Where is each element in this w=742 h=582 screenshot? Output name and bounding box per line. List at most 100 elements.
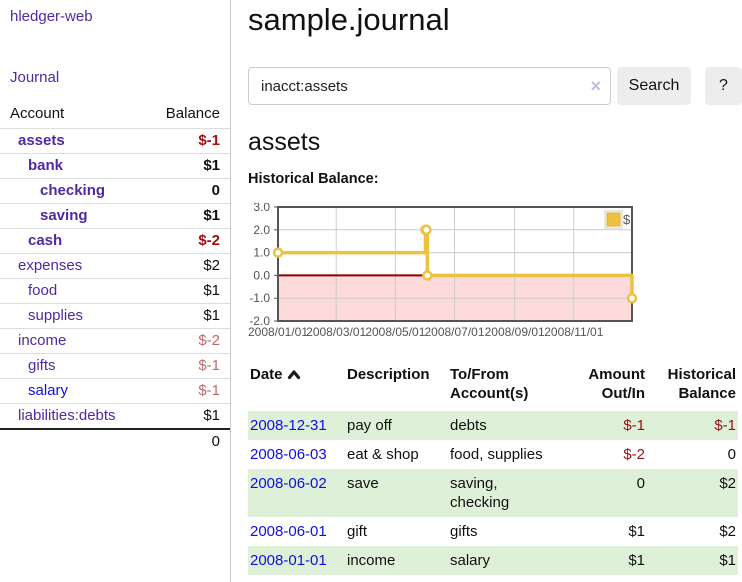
svg-text:2008/11/01: 2008/11/01 [544, 325, 603, 339]
svg-text:$: $ [623, 212, 631, 227]
svg-text:2.0: 2.0 [253, 223, 270, 237]
svg-text:2008/05/01: 2008/05/01 [365, 325, 425, 339]
transaction-row: 2008-12-31 pay off debts $-1 $-1 [248, 411, 738, 440]
main-content: sample.journal × Search ? assets Histori… [248, 0, 742, 575]
transaction-description: save [347, 475, 379, 492]
account-link[interactable]: supplies [28, 307, 84, 324]
transaction-balance: $2 [719, 475, 736, 492]
register-header-balance: Historical Balance [667, 366, 736, 402]
account-link[interactable]: income [18, 332, 67, 349]
account-link[interactable]: saving [40, 207, 88, 224]
transaction-accounts: food, supplies [450, 446, 543, 463]
help-button[interactable]: ? [705, 67, 742, 105]
account-row: food $1 [0, 278, 230, 304]
account-link[interactable]: salary [28, 382, 69, 399]
accounts-table-body: assets $-1 bank $1 checking 0 saving $1 cash $-2 e… [0, 128, 230, 429]
search-input[interactable] [248, 67, 611, 105]
account-row: checking 0 [0, 178, 230, 204]
account-balance: $1 [144, 203, 230, 229]
account-balance: $-1 [144, 378, 230, 404]
register-header-accounts: To/From Account(s) [450, 366, 529, 402]
account-link[interactable]: assets [18, 132, 65, 149]
transaction-description: income [347, 552, 396, 569]
clear-search-icon[interactable]: × [590, 76, 601, 96]
sidebar: hledger-web Journal Account Balance asse… [0, 0, 231, 582]
transaction-amount: $1 [628, 552, 645, 569]
transaction-row: 2008-06-02 save saving, checking 0 $2 [248, 469, 738, 517]
search-button[interactable]: Search [617, 67, 691, 105]
account-row: cash $-2 [0, 228, 230, 254]
balance-chart: $3.0 2.0 1.0 0.0 -1.0 -2.0 2008/01/01 2008/03/0… [248, 200, 742, 343]
account-balance: $-1 [144, 353, 230, 379]
sidebar-item-journal[interactable]: Journal [10, 69, 60, 86]
svg-text:2008/07/01: 2008/07/01 [424, 325, 484, 339]
accounts-header-row: Account Balance [0, 102, 230, 129]
account-row: expenses $2 [0, 253, 230, 279]
account-row: assets $-1 [0, 128, 230, 154]
svg-text:1.0: 1.0 [253, 246, 270, 260]
transaction-date-link[interactable]: 2008-01-01 [250, 552, 327, 569]
account-balance: $2 [144, 253, 230, 279]
transaction-accounts: saving, checking [450, 475, 510, 511]
transaction-date-link[interactable]: 2008-06-03 [250, 446, 327, 463]
account-balance: $-2 [144, 228, 230, 254]
accounts-total-row: 0 [0, 428, 230, 454]
account-link[interactable]: cash [28, 232, 63, 249]
account-row: income $-2 [0, 328, 230, 354]
svg-text:2008/09/01: 2008/09/01 [485, 325, 545, 339]
svg-text:0.0: 0.0 [253, 268, 270, 282]
transaction-row: 2008-06-01 gift gifts $1 $2 [248, 517, 738, 546]
transaction-date-link[interactable]: 2008-06-01 [250, 523, 327, 540]
transaction-row: 2008-01-01 income salary $1 $1 [248, 546, 738, 575]
transaction-description: gift [347, 523, 368, 540]
transaction-amount: $-2 [623, 446, 645, 463]
account-row: liabilities:debts $1 [0, 403, 230, 429]
transaction-accounts: salary [450, 552, 491, 569]
account-link[interactable]: bank [28, 157, 64, 174]
register-header-amount: Amount Out/In [588, 366, 645, 402]
account-balance: $1 [144, 278, 230, 304]
sort-ascending-icon [287, 370, 300, 380]
account-link[interactable]: gifts [28, 357, 56, 374]
transaction-accounts: debts [450, 417, 487, 434]
account-balance: $-2 [144, 328, 230, 354]
svg-text:-2.0: -2.0 [249, 314, 270, 328]
transaction-balance: $1 [719, 552, 736, 569]
transaction-accounts: gifts [450, 523, 478, 540]
account-row: gifts $-1 [0, 353, 230, 379]
transaction-amount: 0 [636, 475, 645, 492]
page-title: sample.journal [248, 2, 450, 37]
transaction-description: eat & shop [347, 446, 419, 463]
register-header-description: Description [347, 366, 430, 383]
accounts-total-value: 0 [144, 428, 230, 454]
app-brand-link[interactable]: hledger-web [10, 8, 93, 25]
accounts-header-account: Account [10, 105, 65, 122]
account-link[interactable]: liabilities:debts [18, 407, 116, 424]
account-balance: $1 [144, 403, 230, 429]
chart-title: Historical Balance: [248, 171, 379, 187]
search-form: × Search ? [248, 67, 742, 105]
account-balance: $1 [144, 303, 230, 329]
register-table: Date Description To/From Account(s) Amou… [248, 363, 738, 575]
transaction-balance: 0 [727, 446, 736, 463]
transaction-date-link[interactable]: 2008-12-31 [250, 417, 327, 434]
account-balance: $-1 [144, 128, 230, 154]
accounts-table: Account Balance assets $-1 bank $1 checking 0… [0, 102, 230, 454]
transaction-balance: $2 [719, 523, 736, 540]
svg-text:3.0: 3.0 [253, 203, 270, 214]
balance-chart-svg: $3.0 2.0 1.0 0.0 -1.0 -2.02008/01/012008/03/0… [248, 200, 638, 339]
accounts-header-balance: Balance [165, 105, 220, 122]
register-header-date[interactable]: Date [248, 363, 345, 411]
transaction-date-link[interactable]: 2008-06-02 [250, 475, 327, 492]
accounts-total-spacer [0, 428, 145, 454]
account-balance: 0 [144, 178, 230, 204]
account-link[interactable]: checking [40, 182, 106, 199]
svg-text:2008/01/01: 2008/01/01 [248, 325, 308, 339]
account-link[interactable]: expenses [18, 257, 83, 274]
transaction-row: 2008-06-03 eat & shop food, supplies $-2 0 [248, 440, 738, 469]
transaction-amount: $-1 [623, 417, 645, 434]
account-row: supplies $1 [0, 303, 230, 329]
account-row: salary $-1 [0, 378, 230, 404]
register-table-body: 2008-12-31 pay off debts $-1 $-1 2008-06-03 ea… [248, 411, 738, 575]
account-link[interactable]: food [28, 282, 58, 299]
